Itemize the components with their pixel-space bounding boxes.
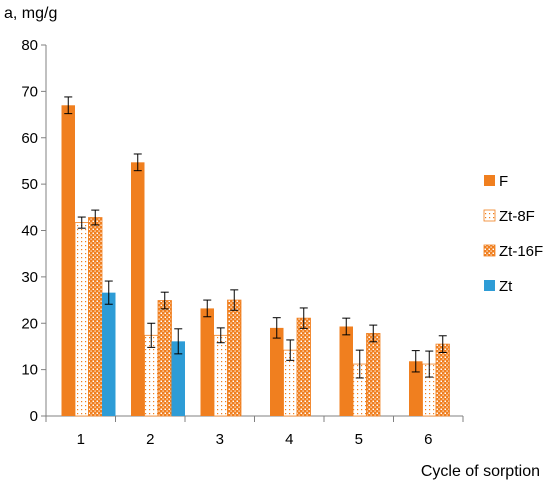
- x-tick-label: 6: [424, 431, 432, 448]
- bar-zt-16f-3: [227, 299, 242, 417]
- bar-zt-16f-6: [435, 343, 450, 417]
- bar-f-5: [339, 326, 353, 416]
- bar-zt-16f-1: [88, 217, 103, 417]
- legend-label-zt: Zt: [499, 278, 513, 295]
- plot-area: 0 10 20 30 40 50 60 70 80 1 2 3 4 5 6: [21, 37, 464, 448]
- bar-zt-16f-2: [157, 300, 172, 417]
- x-tick-label: 4: [285, 431, 293, 448]
- legend-label-zt-16f: Zt-16F: [499, 243, 543, 260]
- bar-f-2: [131, 162, 145, 416]
- y-tick-label: 20: [21, 315, 38, 332]
- bar-zt-16f-4: [296, 317, 311, 417]
- bar-f-3: [200, 308, 214, 416]
- x-tick-label: 5: [355, 431, 363, 448]
- y-axis-label: a, mg/g: [4, 5, 57, 22]
- y-tick-label: 50: [21, 176, 38, 193]
- bar-zt-8f-3: [213, 334, 228, 417]
- y-tick-label: 70: [21, 83, 38, 100]
- x-tick-label: 3: [216, 431, 224, 448]
- x-tick-label: 1: [77, 431, 85, 448]
- y-tick-label: 40: [21, 223, 38, 240]
- legend: F Zt-8F Zt-16F Zt: [483, 173, 543, 295]
- legend-swatch-zt-8f: [483, 209, 496, 222]
- legend-swatch-f: [484, 175, 495, 186]
- bar-f-4: [270, 327, 284, 416]
- bar-f-1: [61, 105, 75, 416]
- legend-label-f: F: [499, 173, 508, 190]
- bar-f-6: [409, 361, 423, 416]
- legend-label-zt-8f: Zt-8F: [499, 208, 535, 225]
- y-tick-label: 10: [21, 362, 38, 379]
- bar-zt-16f-5: [366, 333, 381, 417]
- x-tick-label: 2: [146, 431, 154, 448]
- legend-swatch-zt-16f: [483, 244, 496, 257]
- x-axis-label: Cycle of sorption: [421, 463, 540, 480]
- bar-zt-8f-1: [74, 222, 89, 417]
- y-tick-label: 60: [21, 130, 38, 147]
- y-tick-label: 30: [21, 269, 38, 286]
- bar-zt-1: [102, 292, 116, 416]
- bar-zt-2: [171, 341, 185, 416]
- y-tick-label: 0: [30, 408, 38, 425]
- legend-swatch-zt: [484, 280, 495, 291]
- y-tick-label: 80: [21, 37, 38, 54]
